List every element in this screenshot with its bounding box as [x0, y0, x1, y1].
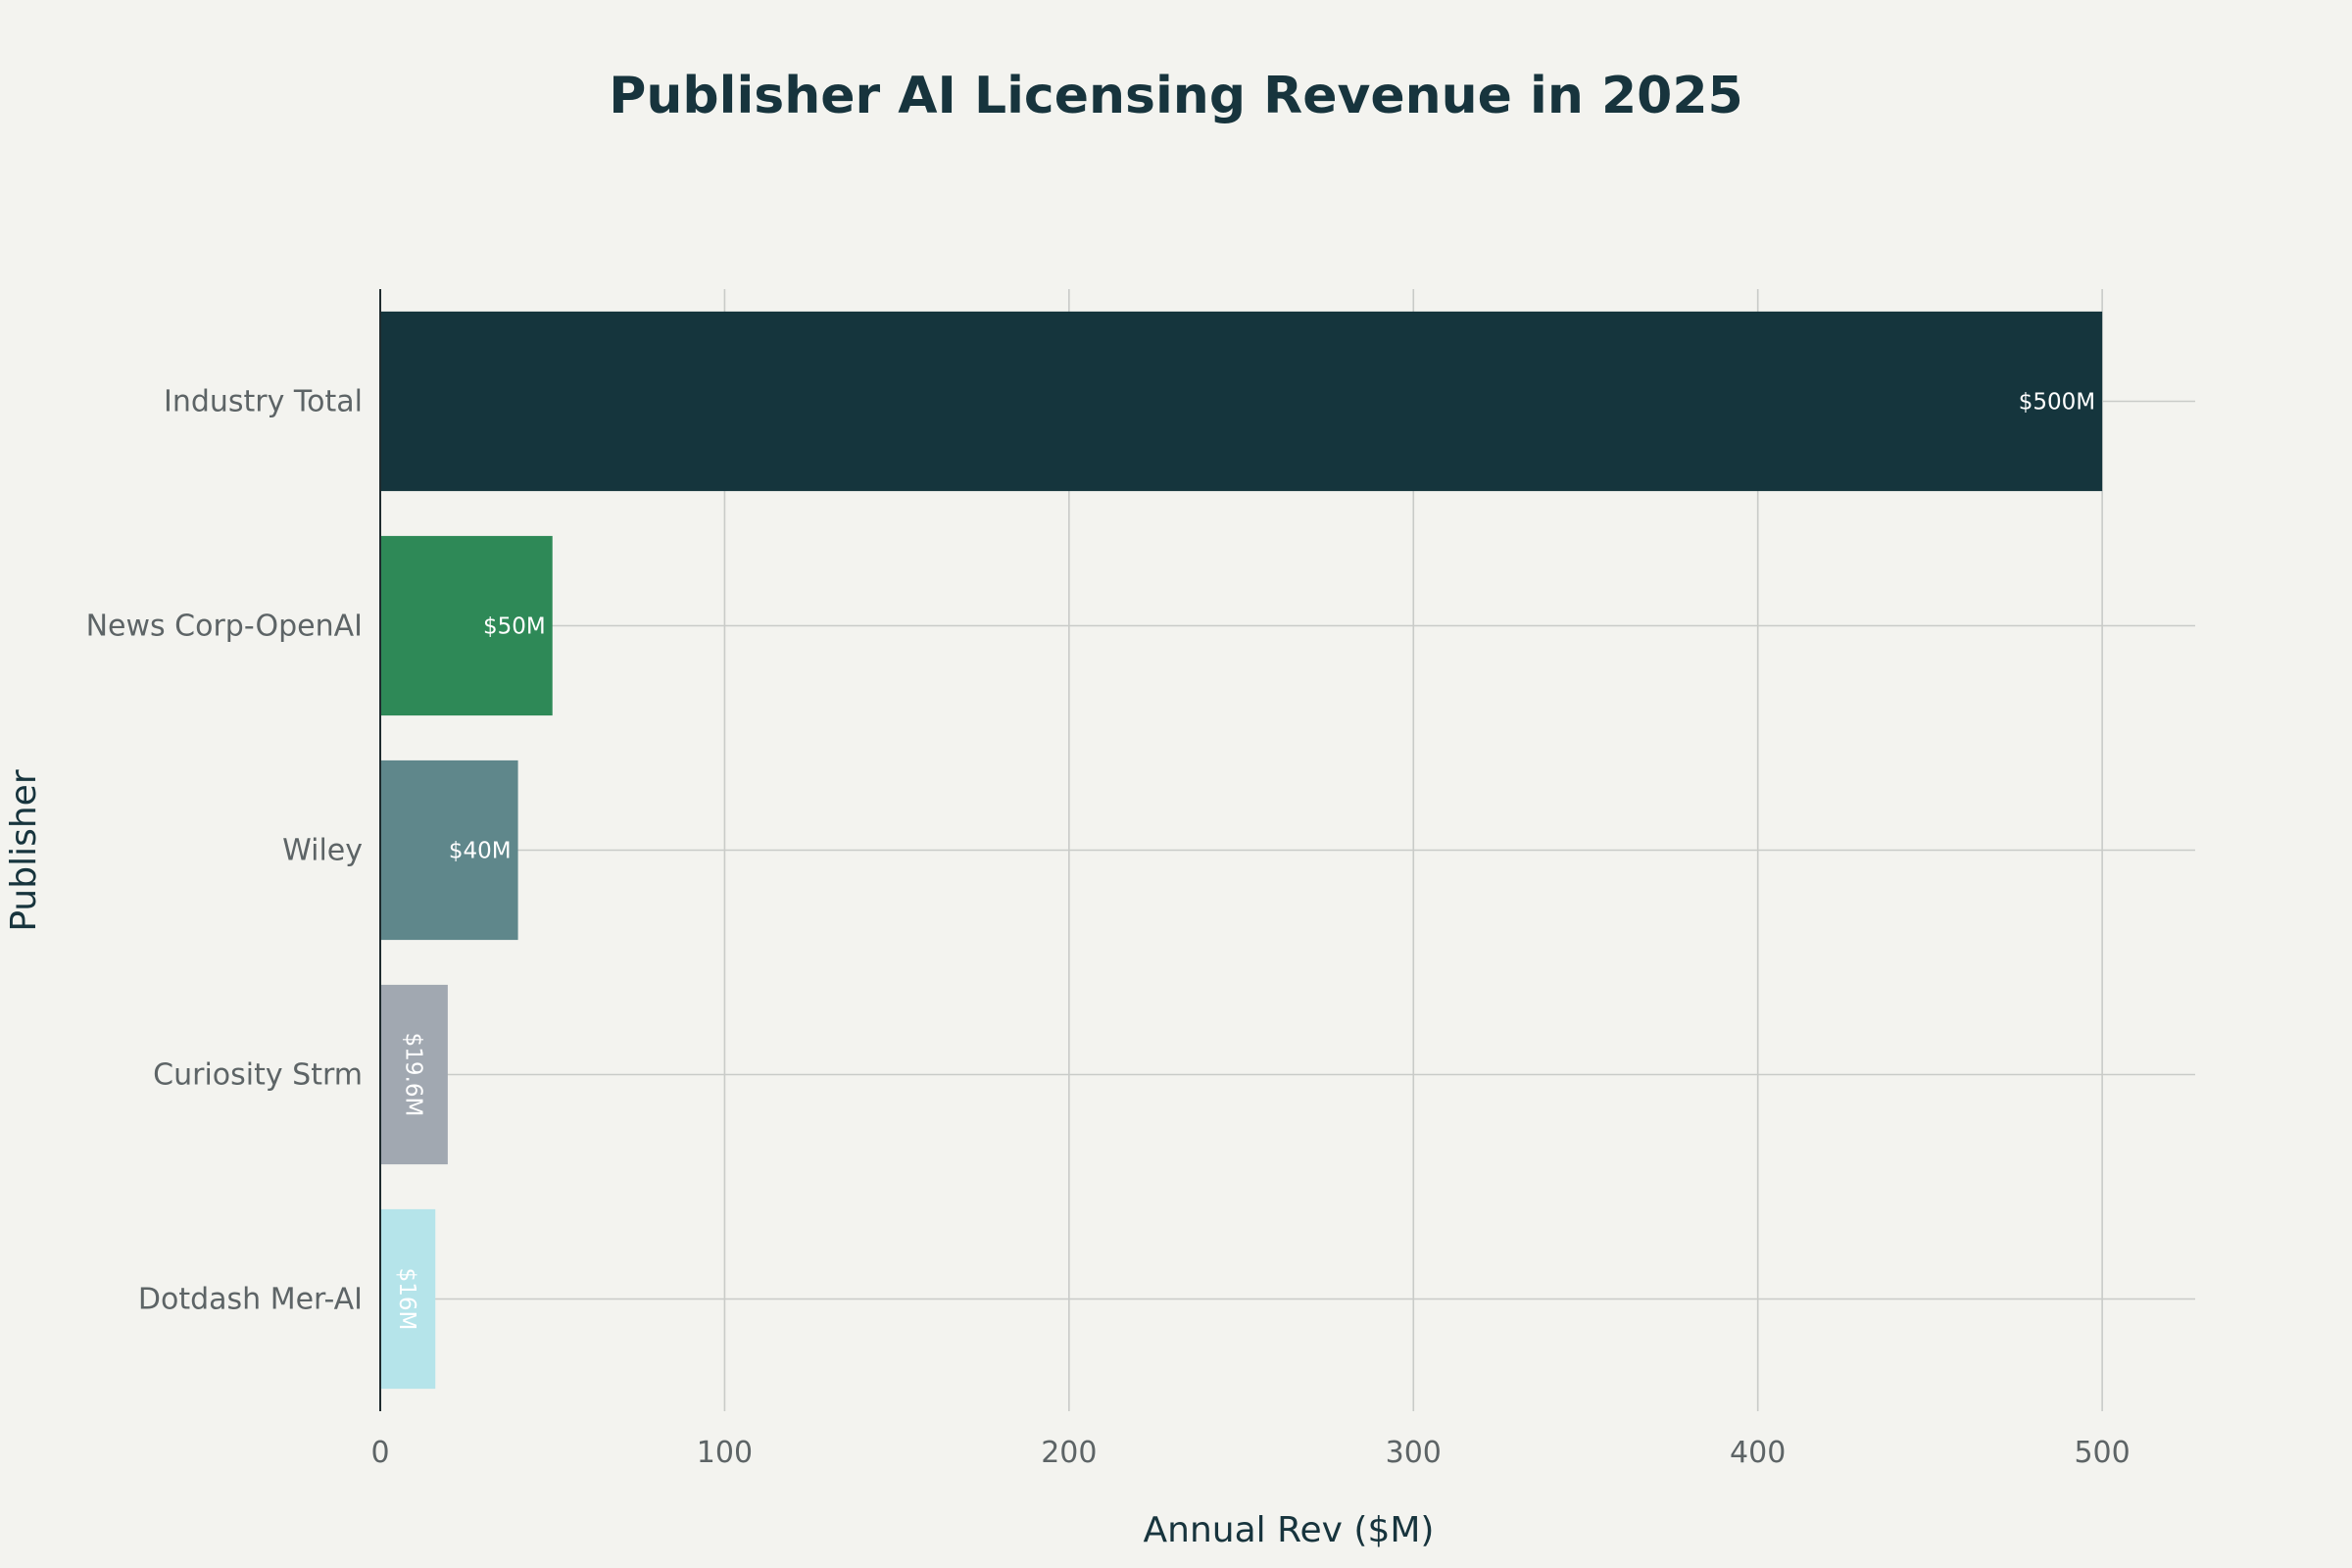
bar [380, 535, 553, 716]
bar-data-label: $500M [2019, 390, 2095, 416]
x-tick-label: 200 [1041, 1436, 1097, 1470]
bar [380, 1208, 436, 1390]
category-labels: Industry Total News Corp-OpenAI Wiley Curio… [86, 385, 363, 1317]
x-tick-labels: 0 100 200 300 400 500 [370, 1436, 2130, 1470]
x-tick-label: 300 [1386, 1436, 1442, 1470]
category-label: Wiley [282, 834, 363, 868]
category-label: News Corp-OpenAI [86, 610, 363, 644]
bar-data-label: $40M [449, 839, 512, 864]
category-label: Dotdash Mer-AI [138, 1283, 363, 1317]
bar-data-label: $16M [394, 1268, 419, 1331]
x-axis-title: Annual Rev ($M) [1144, 1510, 1435, 1550]
y-axis-title: Publisher [4, 769, 44, 931]
x-tick-label: 100 [697, 1436, 753, 1470]
bar [380, 984, 448, 1165]
category-label: Industry Total [164, 385, 363, 419]
category-label: Curiosity Strm [153, 1058, 363, 1093]
chart-title: Publisher AI Licensing Revenue in 2025 [609, 67, 1742, 125]
x-tick-label: 0 [370, 1436, 389, 1470]
x-tick-label: 500 [2074, 1436, 2130, 1470]
bar [380, 760, 518, 941]
bar-data-label: $50M [483, 614, 546, 640]
bar [380, 311, 2103, 492]
x-tick-label: 400 [1730, 1436, 1786, 1470]
bars: $500M $50M $40M $19.6M $16M [380, 311, 2103, 1390]
bar-data-label: $19.6M [400, 1033, 425, 1117]
